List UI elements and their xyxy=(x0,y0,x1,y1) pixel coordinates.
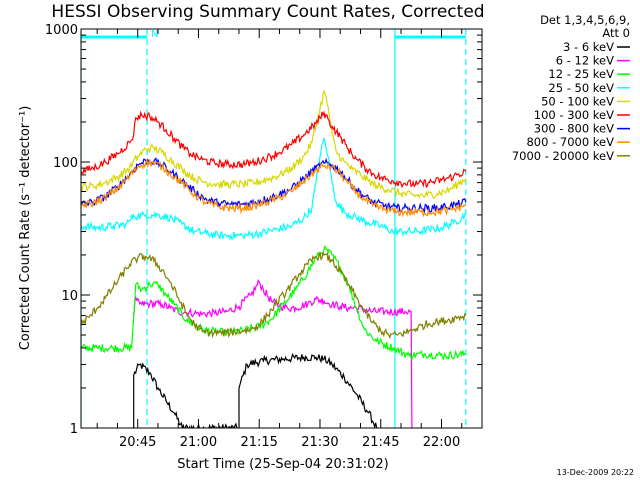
series-line-6 xyxy=(81,110,467,189)
legend-header-line-2: Att 0 xyxy=(602,26,630,40)
series-line-4 xyxy=(81,136,467,241)
plot-frame xyxy=(80,28,483,429)
y-axis-label: Corrected Count Rate (s⁻¹ detector⁻¹) xyxy=(18,106,33,351)
series-line-9 xyxy=(81,251,467,340)
axis-ticks xyxy=(81,28,483,429)
series-line-3 xyxy=(81,244,466,361)
x-tick-label: 21:30 xyxy=(301,435,338,450)
x-tick-label: 20:45 xyxy=(119,435,156,450)
series-line-8 xyxy=(81,157,467,218)
y-tick-label: 10 xyxy=(61,289,78,304)
tick-labels: 1 10 100 1000 20:45 21:00 21:15 21:30 21:45 22:00 xyxy=(45,23,460,450)
series-line-1 xyxy=(133,352,378,428)
legend-label: 50 - 100 keV xyxy=(541,94,614,108)
y-tick-label: 1000 xyxy=(45,23,78,38)
chart-title: HESSI Observing Summary Count Rates, Cor… xyxy=(51,2,484,22)
legend-label: 100 - 300 keV xyxy=(534,108,614,122)
plot-area: N xyxy=(81,29,467,428)
annotation-1: N xyxy=(151,29,158,40)
x-tick-label: 22:00 xyxy=(423,435,460,450)
legend-label: 300 - 800 keV xyxy=(534,122,614,136)
y-tick-label: 100 xyxy=(53,156,78,171)
series-line-5 xyxy=(81,89,467,200)
footer-date: 13-Dec-2009 20:22 xyxy=(557,468,634,477)
x-tick-label: 21:45 xyxy=(362,435,399,450)
legend-label: 6 - 12 keV xyxy=(556,54,614,68)
legend-label: 25 - 50 keV xyxy=(548,81,614,95)
x-tick-label: 21:00 xyxy=(180,435,217,450)
legend-label: 3 - 6 keV xyxy=(563,40,614,54)
legend-label: 7000 - 20000 keV xyxy=(512,149,614,163)
series-line-2 xyxy=(133,278,413,428)
legend-header-line-1: Det 1,3,4,5,6,9, xyxy=(540,13,630,27)
y-tick-label: 1 xyxy=(70,422,78,437)
x-axis-label: Start Time (25-Sep-04 20:31:02) xyxy=(177,457,388,472)
x-tick-label: 21:15 xyxy=(240,435,277,450)
legend-label: 12 - 25 keV xyxy=(548,67,614,81)
legend-label: 800 - 7000 keV xyxy=(526,135,614,149)
